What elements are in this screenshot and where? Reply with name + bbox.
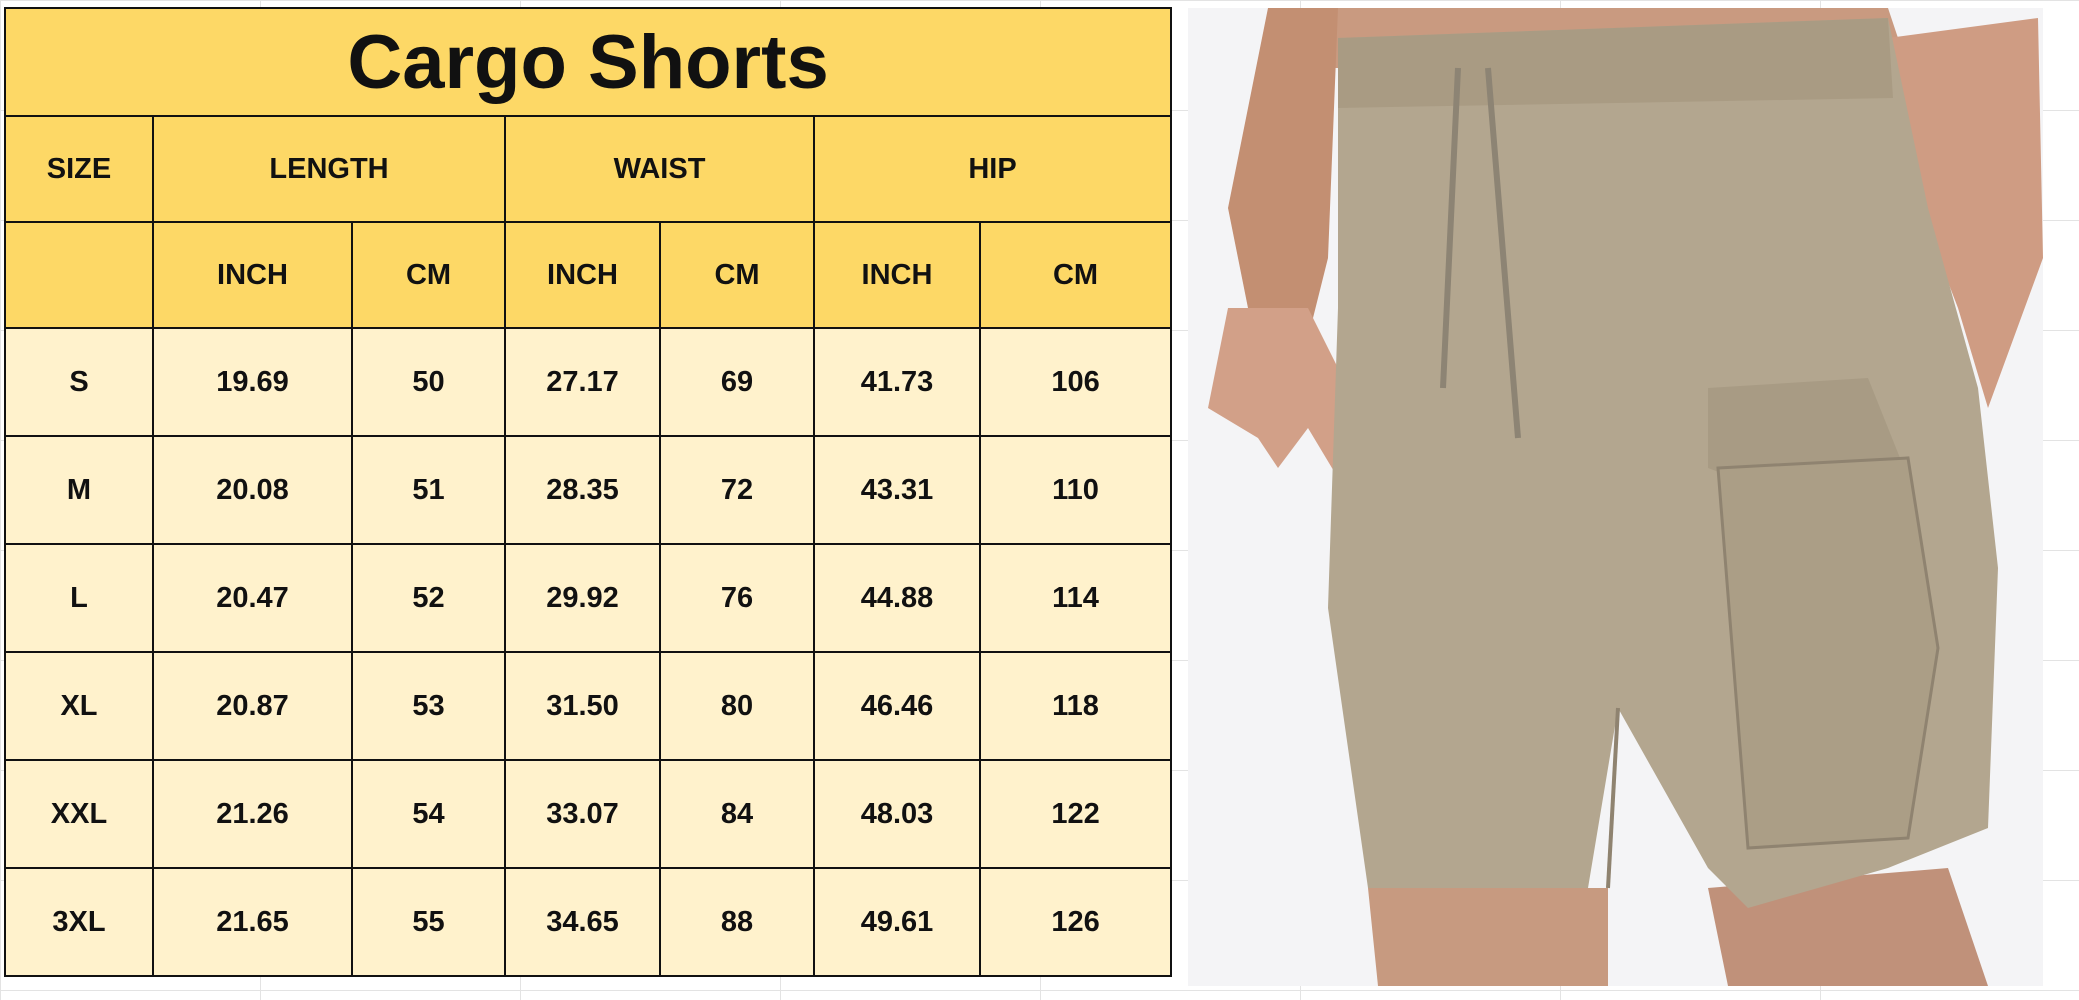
measurement-cell: 48.03 bbox=[813, 759, 981, 869]
measurement-cell: 80 bbox=[659, 651, 815, 761]
measurement-cell: 41.73 bbox=[813, 327, 981, 437]
measurement-cell: 46.46 bbox=[813, 651, 981, 761]
measurement-cell: 118 bbox=[978, 651, 1173, 761]
measurement-cell: 29.92 bbox=[504, 543, 661, 653]
unit-header: CM bbox=[978, 221, 1173, 329]
measurement-cell: 55 bbox=[351, 867, 506, 977]
measurement-cell: 69 bbox=[659, 327, 815, 437]
unit-header: CM bbox=[351, 221, 506, 329]
measurement-cell: 44.88 bbox=[813, 543, 981, 653]
table-row: S 19.69 50 27.17 69 41.73 106 bbox=[4, 327, 1173, 437]
size-cell: S bbox=[4, 327, 154, 437]
measurement-cell: 20.87 bbox=[152, 651, 353, 761]
product-photo bbox=[1188, 8, 2043, 986]
measurement-cell: 43.31 bbox=[813, 435, 981, 545]
measurement-cell: 54 bbox=[351, 759, 506, 869]
measurement-cell: 51 bbox=[351, 435, 506, 545]
measurement-cell: 72 bbox=[659, 435, 815, 545]
size-cell: M bbox=[4, 435, 154, 545]
measurement-cell: 88 bbox=[659, 867, 815, 977]
measurement-cell: 49.61 bbox=[813, 867, 981, 977]
measurement-cell: 27.17 bbox=[504, 327, 661, 437]
header-waist: WAIST bbox=[504, 115, 815, 223]
table-row: XL 20.87 53 31.50 80 46.46 118 bbox=[4, 651, 1173, 761]
table-row: 3XL 21.65 55 34.65 88 49.61 126 bbox=[4, 867, 1173, 977]
table-row: L 20.47 52 29.92 76 44.88 114 bbox=[4, 543, 1173, 653]
unit-header: CM bbox=[659, 221, 815, 329]
size-cell: 3XL bbox=[4, 867, 154, 977]
measurement-cell: 126 bbox=[978, 867, 1173, 977]
header-length: LENGTH bbox=[152, 115, 506, 223]
chart-title: Cargo Shorts bbox=[3, 7, 1173, 117]
measurement-cell: 21.65 bbox=[152, 867, 353, 977]
measurement-cell: 84 bbox=[659, 759, 815, 869]
measurement-cell: 52 bbox=[351, 543, 506, 653]
measurement-cell: 28.35 bbox=[504, 435, 661, 545]
table-row: XXL 21.26 54 33.07 84 48.03 122 bbox=[4, 759, 1173, 869]
measurement-cell: 20.08 bbox=[152, 435, 353, 545]
table-row: M 20.08 51 28.35 72 43.31 110 bbox=[4, 435, 1173, 545]
measurement-cell: 34.65 bbox=[504, 867, 661, 977]
header-hip: HIP bbox=[812, 115, 1173, 223]
unit-header: INCH bbox=[152, 221, 353, 329]
measurement-cell: 50 bbox=[351, 327, 506, 437]
unit-header: INCH bbox=[813, 221, 981, 329]
measurement-cell: 20.47 bbox=[152, 543, 353, 653]
size-cell: XL bbox=[4, 651, 154, 761]
unit-header: INCH bbox=[504, 221, 661, 329]
measurement-cell: 21.26 bbox=[152, 759, 353, 869]
header-blank bbox=[4, 221, 154, 329]
measurement-cell: 122 bbox=[978, 759, 1173, 869]
cargo-shorts-image bbox=[1208, 8, 2043, 986]
measurement-cell: 53 bbox=[351, 651, 506, 761]
measurement-cell: 76 bbox=[659, 543, 815, 653]
size-chart-table: Cargo Shorts SIZE LENGTH WAIST HIP INCH … bbox=[3, 7, 1173, 977]
measurement-cell: 19.69 bbox=[152, 327, 353, 437]
header-size: SIZE bbox=[4, 115, 154, 223]
measurement-cell: 110 bbox=[978, 435, 1173, 545]
measurement-cell: 31.50 bbox=[504, 651, 661, 761]
size-cell: XXL bbox=[4, 759, 154, 869]
measurement-cell: 33.07 bbox=[504, 759, 661, 869]
size-cell: L bbox=[4, 543, 154, 653]
measurement-cell: 114 bbox=[978, 543, 1173, 653]
measurement-cell: 106 bbox=[978, 327, 1173, 437]
